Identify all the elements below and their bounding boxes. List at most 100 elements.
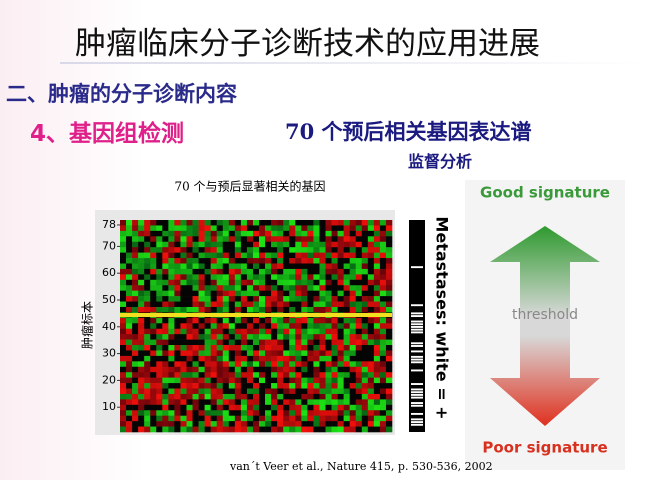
heatmap-cell <box>132 361 139 368</box>
heatmap-cell <box>156 361 163 368</box>
heatmap-cell <box>283 317 290 324</box>
heatmap-cell <box>283 236 290 243</box>
heatmap-cell <box>120 399 127 406</box>
heatmap-cell <box>361 263 369 270</box>
heatmap-cell <box>301 377 308 384</box>
heatmap-cell <box>192 220 199 226</box>
heatmap-cell <box>379 296 387 302</box>
heatmap-cell <box>325 296 332 302</box>
heatmap-cell <box>228 399 236 406</box>
heatmap-cell <box>234 258 242 264</box>
heatmap-cell <box>162 290 169 297</box>
heatmap-cell <box>361 377 369 384</box>
heatmap-cell <box>162 263 169 270</box>
heatmap-cell <box>222 236 230 243</box>
heatmap-cell <box>319 317 326 324</box>
heatmap-cell <box>361 252 369 259</box>
heatmap-cell <box>259 345 266 351</box>
heatmap-cell <box>204 410 211 416</box>
heatmap-cell <box>289 258 296 264</box>
heatmap-cell <box>216 345 224 351</box>
heatmap-cell <box>180 225 187 232</box>
heatmap-cell <box>301 220 308 226</box>
heatmap-cell <box>373 415 381 422</box>
heatmap-cell <box>265 285 272 291</box>
heatmap-cell <box>192 236 199 243</box>
heatmap-cell <box>325 388 332 395</box>
heatmap-cell <box>349 279 357 286</box>
heatmap-cell <box>355 225 363 232</box>
heatmap-cell <box>343 372 350 378</box>
heatmap-cell <box>210 296 218 302</box>
heatmap-cell <box>186 285 193 291</box>
heatmap-cell <box>132 290 139 297</box>
heatmap-cell <box>162 306 169 313</box>
y-tick-label: 70 <box>102 239 116 252</box>
heatmap-cell <box>331 247 338 253</box>
heatmap-cell <box>259 306 266 313</box>
heatmap-cell <box>234 426 242 433</box>
heatmap-cell <box>246 220 254 226</box>
heatmap-cell <box>289 296 296 302</box>
heatmap-cell <box>138 220 145 226</box>
heatmap-cell <box>289 268 296 275</box>
heatmap-cell <box>385 415 393 422</box>
heatmap-cell <box>313 306 320 313</box>
heatmap-cell <box>373 236 381 243</box>
heatmap-cell <box>349 421 357 427</box>
heatmap-cell <box>319 323 326 330</box>
heatmap-cell <box>373 350 381 357</box>
heatmap-cell <box>289 236 296 243</box>
heatmap-cell <box>289 285 296 291</box>
heatmap-cell <box>210 339 218 346</box>
heatmap-cell <box>234 350 242 357</box>
heatmap-cell <box>204 383 211 389</box>
heatmap-cell <box>265 258 272 264</box>
heatmap-cell <box>162 399 169 406</box>
heatmap-cell <box>259 225 266 232</box>
heatmap-cell <box>180 355 187 362</box>
heatmap-cell <box>325 274 332 281</box>
heatmap-cell <box>138 306 145 313</box>
heatmap-cell <box>385 410 393 416</box>
heatmap-cell <box>120 383 127 389</box>
heatmap-cell <box>174 306 181 313</box>
heatmap-cell <box>222 285 230 291</box>
heatmap-cell <box>319 328 326 335</box>
heatmap-cell <box>265 230 272 237</box>
heatmap-cell <box>331 415 338 422</box>
heatmap-cell <box>126 399 133 406</box>
heatmap-cell <box>234 230 242 237</box>
heatmap-cell <box>192 296 199 302</box>
subtopic: 监督分析 <box>408 152 473 171</box>
heatmap-cell <box>343 247 350 253</box>
heatmap-cell <box>295 350 302 357</box>
heatmap-cell <box>259 339 266 346</box>
heatmap-cell <box>337 372 344 378</box>
heatmap-cell <box>289 306 296 313</box>
heatmap-cell <box>349 268 357 275</box>
heatmap-cell <box>307 421 314 427</box>
heatmap-cell <box>385 404 393 411</box>
heatmap-cell <box>361 247 369 253</box>
heatmap-cell <box>138 274 145 281</box>
heatmap-cell <box>325 323 332 330</box>
heatmap-cell <box>222 388 230 395</box>
heatmap-cell <box>301 421 308 427</box>
heatmap-cell <box>301 247 308 253</box>
heatmap-cell <box>144 290 151 297</box>
heatmap-cell <box>162 361 169 368</box>
heatmap-cell <box>295 426 302 433</box>
heatmap-cell <box>174 404 181 411</box>
heatmap-cell <box>337 388 344 395</box>
heatmap-cell <box>367 383 375 389</box>
heatmap-cell <box>138 290 145 297</box>
heatmap-cell <box>240 383 248 389</box>
heatmap-cell <box>174 410 181 416</box>
heatmap-cell <box>277 258 284 264</box>
heatmap-cell <box>216 388 224 395</box>
heatmap-cell <box>240 268 248 275</box>
heatmap-cell <box>174 323 181 330</box>
heatmap-cell <box>174 388 181 395</box>
heatmap-cell <box>295 258 302 264</box>
